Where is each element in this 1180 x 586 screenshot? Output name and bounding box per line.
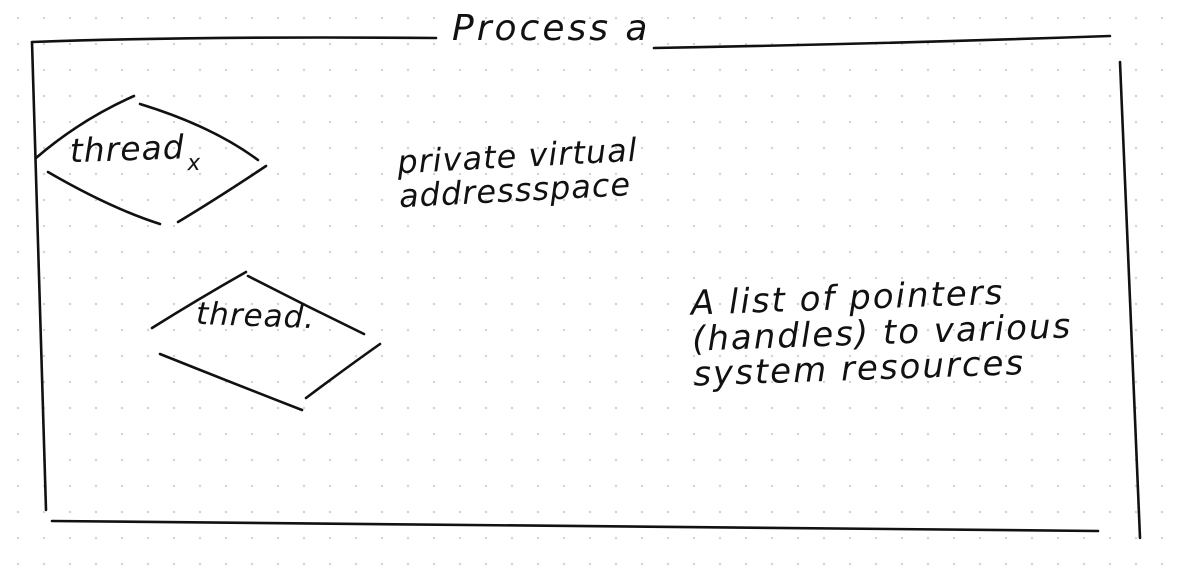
thread-x-subscript: x [186, 150, 202, 177]
thread-y-label: thread. [195, 295, 316, 337]
thread-y-shape [150, 270, 382, 412]
process-box-left [30, 40, 48, 512]
process-box-top-left [30, 36, 438, 44]
handles-note: A list of pointers (handles) to various … [690, 273, 1074, 395]
process-title: Process a [452, 8, 651, 49]
thread-x-shape [34, 94, 268, 226]
process-box-bottom [50, 519, 1100, 533]
process-box-top-right [652, 34, 1112, 50]
thread-x-label: threadx [69, 127, 202, 180]
thread-x-name: thread [69, 127, 186, 171]
process-box [30, 34, 1142, 540]
process-box-right [1118, 60, 1142, 540]
virtual-address-space-note: private virtual addressspace [396, 131, 640, 215]
